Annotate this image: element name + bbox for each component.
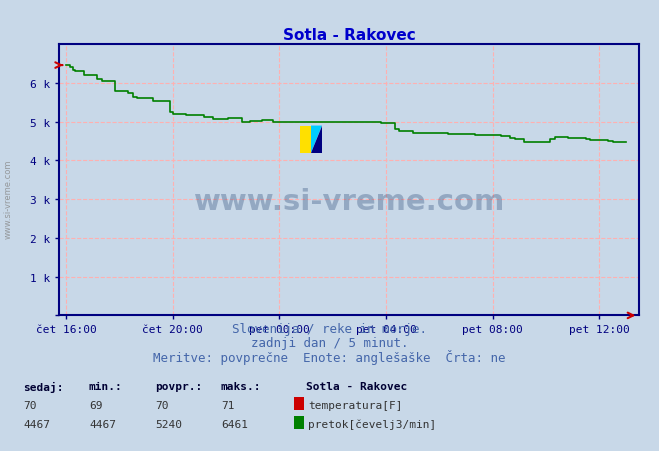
Text: www.si-vreme.com: www.si-vreme.com [4, 159, 13, 238]
Text: 69: 69 [89, 400, 102, 410]
Text: povpr.:: povpr.: [155, 381, 202, 391]
Text: temperatura[F]: temperatura[F] [308, 400, 403, 410]
Text: 5240: 5240 [155, 419, 182, 429]
Text: pretok[čevelj3/min]: pretok[čevelj3/min] [308, 419, 437, 429]
Text: 4467: 4467 [23, 419, 50, 429]
Text: min.:: min.: [89, 381, 123, 391]
Text: Slovenija / reke in morje.: Slovenija / reke in morje. [232, 322, 427, 336]
Bar [300, 126, 311, 153]
Text: Meritve: povprečne  Enote: anglešaške  Črta: ne: Meritve: povprečne Enote: anglešaške Črt… [154, 350, 505, 364]
Polygon shape [311, 126, 322, 153]
Text: Sotla - Rakovec: Sotla - Rakovec [306, 381, 408, 391]
Text: 4467: 4467 [89, 419, 116, 429]
Text: 6461: 6461 [221, 419, 248, 429]
Text: maks.:: maks.: [221, 381, 261, 391]
Polygon shape [311, 126, 322, 153]
Text: 70: 70 [155, 400, 168, 410]
Text: 70: 70 [23, 400, 36, 410]
Text: zadnji dan / 5 minut.: zadnji dan / 5 minut. [251, 336, 408, 349]
Text: sedaj:: sedaj: [23, 381, 63, 392]
Text: www.si-vreme.com: www.si-vreme.com [194, 188, 505, 216]
Title: Sotla - Rakovec: Sotla - Rakovec [283, 28, 416, 42]
Text: 71: 71 [221, 400, 234, 410]
